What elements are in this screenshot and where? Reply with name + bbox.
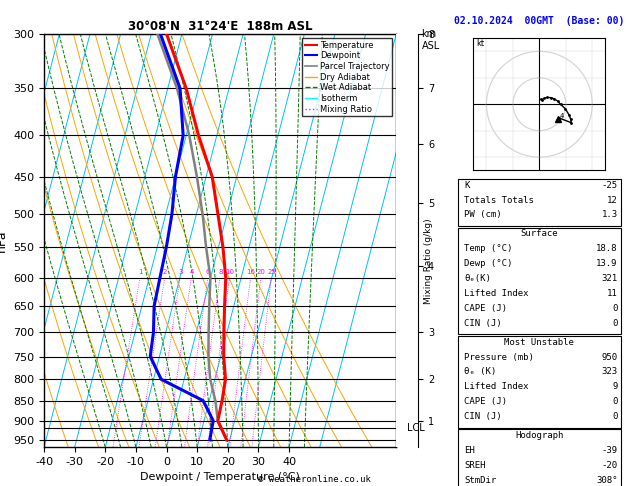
Text: CIN (J): CIN (J) [464,319,502,328]
Text: PW (cm): PW (cm) [464,210,502,219]
Text: CAPE (J): CAPE (J) [464,304,508,313]
Text: 25: 25 [267,269,276,275]
Text: θₑ(K): θₑ(K) [464,274,491,283]
Legend: Temperature, Dewpoint, Parcel Trajectory, Dry Adiabat, Wet Adiabat, Isotherm, Mi: Temperature, Dewpoint, Parcel Trajectory… [303,38,392,116]
Text: CAPE (J): CAPE (J) [464,397,508,406]
Text: 20: 20 [257,269,265,275]
Text: 10: 10 [225,269,235,275]
Text: 0: 0 [613,412,618,421]
Text: CIN (J): CIN (J) [464,412,502,421]
Bar [458,429,621,486]
Text: Surface: Surface [521,229,558,239]
Text: Hodograph: Hodograph [515,431,564,440]
Text: Totals Totals: Totals Totals [464,195,534,205]
Text: 9: 9 [613,382,618,391]
Bar [458,228,621,334]
Text: 6: 6 [206,269,210,275]
Text: 0: 0 [613,304,618,313]
Text: 2: 2 [163,269,167,275]
Text: θₑ (K): θₑ (K) [464,367,497,376]
Title: 30°08'N  31°24'E  188m ASL: 30°08'N 31°24'E 188m ASL [128,20,313,33]
Text: Pressure (mb): Pressure (mb) [464,352,534,362]
Text: 323: 323 [601,367,618,376]
Text: Mixing Ratio (g/kg): Mixing Ratio (g/kg) [425,218,433,304]
Text: K: K [464,181,470,190]
Text: © weatheronline.co.uk: © weatheronline.co.uk [258,474,371,484]
Text: -20: -20 [601,461,618,470]
Text: 321: 321 [601,274,618,283]
Text: 1.3: 1.3 [601,210,618,219]
X-axis label: Dewpoint / Temperature (°C): Dewpoint / Temperature (°C) [140,472,300,483]
Text: SREH: SREH [464,461,486,470]
Text: 16: 16 [247,269,255,275]
Text: 13.9: 13.9 [596,259,618,268]
Y-axis label: hPa: hPa [0,229,8,252]
Text: -25: -25 [601,181,618,190]
Text: -39: -39 [601,446,618,455]
Text: 0: 0 [613,397,618,406]
Text: 11: 11 [607,289,618,298]
Text: Dewp (°C): Dewp (°C) [464,259,513,268]
Text: 308°: 308° [596,476,618,485]
Text: Most Unstable: Most Unstable [504,338,574,347]
Text: 1: 1 [138,269,143,275]
Text: StmDir: StmDir [464,476,497,485]
Bar [458,336,621,428]
Text: LCL: LCL [408,423,425,434]
Text: Temp (°C): Temp (°C) [464,244,513,253]
Text: Lifted Index: Lifted Index [464,382,529,391]
Text: 8: 8 [218,269,223,275]
Text: 12: 12 [607,195,618,205]
Text: 4: 4 [189,269,194,275]
Text: 0: 0 [613,319,618,328]
Text: km
ASL: km ASL [421,29,440,51]
Text: 3: 3 [178,269,182,275]
Text: 950: 950 [601,352,618,362]
Bar [458,179,621,226]
Text: 02.10.2024  00GMT  (Base: 00): 02.10.2024 00GMT (Base: 00) [454,16,625,26]
Text: 18.8: 18.8 [596,244,618,253]
Text: Lifted Index: Lifted Index [464,289,529,298]
Text: EH: EH [464,446,475,455]
